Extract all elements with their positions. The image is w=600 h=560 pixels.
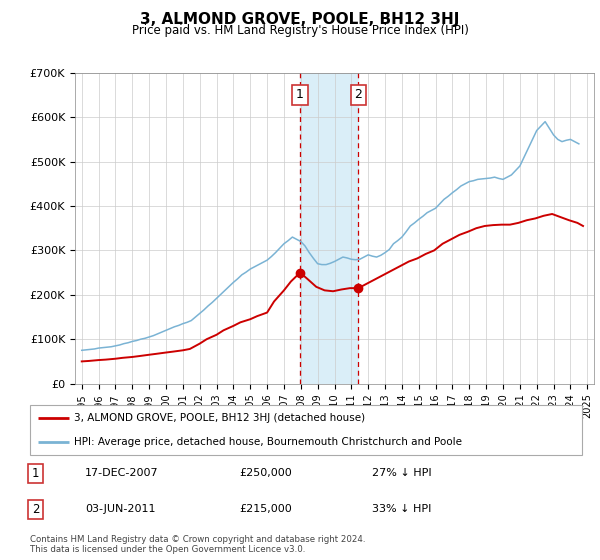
Text: 3, ALMOND GROVE, POOLE, BH12 3HJ: 3, ALMOND GROVE, POOLE, BH12 3HJ (140, 12, 460, 27)
Text: 27% ↓ HPI: 27% ↓ HPI (372, 468, 432, 478)
Bar (300, 73, 358, 384)
Text: £250,000: £250,000 (240, 468, 293, 478)
Text: 3, ALMOND GROVE, POOLE, BH12 3HJ (detached house): 3, ALMOND GROVE, POOLE, BH12 3HJ (detach… (74, 413, 365, 423)
Text: Contains HM Land Registry data © Crown copyright and database right 2024.
This d: Contains HM Land Registry data © Crown c… (30, 535, 365, 554)
Text: 33% ↓ HPI: 33% ↓ HPI (372, 505, 431, 515)
Text: Price paid vs. HM Land Registry's House Price Index (HPI): Price paid vs. HM Land Registry's House … (131, 24, 469, 37)
FancyBboxPatch shape (30, 405, 582, 455)
Text: £215,000: £215,000 (240, 505, 293, 515)
Text: 17-DEC-2007: 17-DEC-2007 (85, 468, 159, 478)
Text: 2: 2 (355, 88, 362, 101)
Text: 2: 2 (32, 503, 39, 516)
Text: 03-JUN-2011: 03-JUN-2011 (85, 505, 156, 515)
Text: 1: 1 (32, 467, 39, 480)
Text: HPI: Average price, detached house, Bournemouth Christchurch and Poole: HPI: Average price, detached house, Bour… (74, 437, 462, 447)
Text: 1: 1 (296, 88, 304, 101)
